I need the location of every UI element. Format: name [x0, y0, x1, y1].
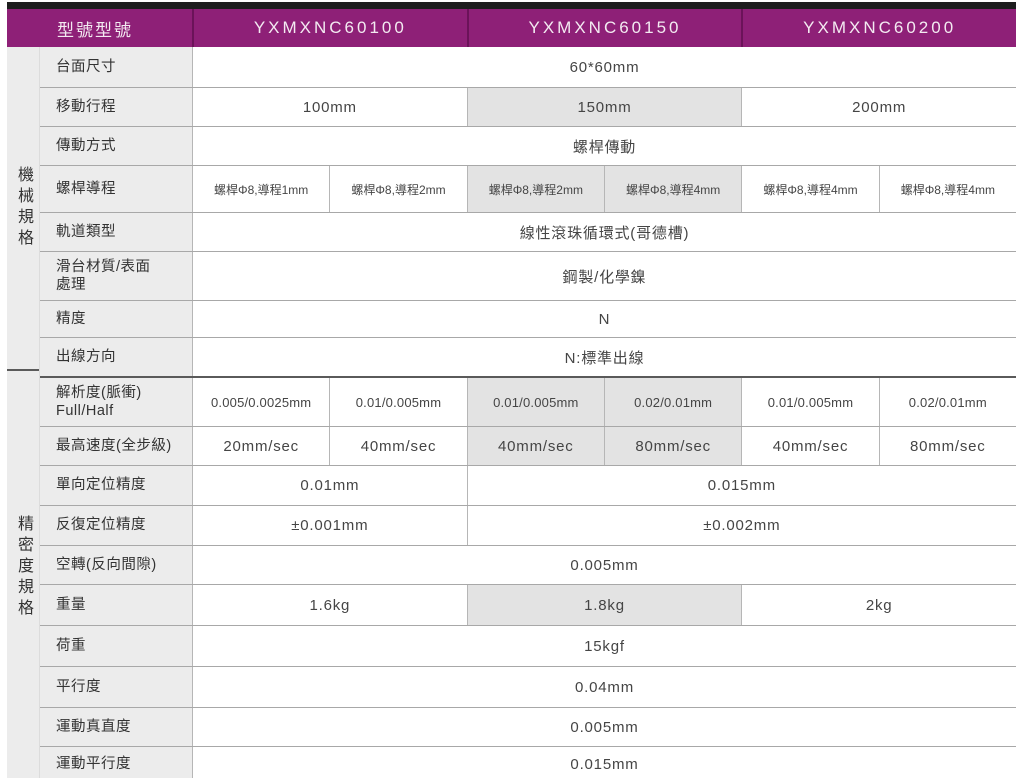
- spec-cell: 0.01/0.005mm: [466, 378, 604, 426]
- spec-cell: 螺桿Φ8,導程2mm: [329, 166, 466, 212]
- row-label: 傳動方式: [40, 127, 192, 165]
- spec-cell: 鋼製/化學鎳: [192, 252, 1016, 300]
- table-row: 移動行程 100mm 150mm 200mm: [40, 87, 1016, 126]
- row-label: 運動平行度: [40, 747, 192, 778]
- spec-cell: 0.015mm: [192, 747, 1016, 778]
- spec-rows: 台面尺寸 60*60mm 移動行程 100mm 150mm 200mm 傳動方式 螺桿傳動 螺桿…: [40, 47, 1016, 778]
- spec-cell: 40mm/sec: [741, 427, 878, 465]
- spec-cell: 0.005mm: [192, 546, 1016, 584]
- table-header: 型號型號 YXMXNC60100 YXMXNC60150 YXMXNC60200: [7, 9, 1016, 47]
- spec-cell: 螺桿Φ8,導程4mm: [878, 166, 1016, 212]
- table-row: 運動真直度 0.005mm: [40, 707, 1016, 746]
- table-row: 精度 N: [40, 300, 1016, 337]
- table-row: 荷重 15kgf: [40, 625, 1016, 666]
- table-row: 平行度 0.04mm: [40, 666, 1016, 707]
- row-label: 空轉(反向間隙): [40, 546, 192, 584]
- table-row: 運動平行度 0.015mm: [40, 746, 1016, 778]
- row-label: 滑台材質/表面 處理: [40, 252, 192, 300]
- spec-cell: ±0.001mm: [192, 506, 467, 545]
- spec-cell: N:標準出線: [192, 338, 1016, 376]
- row-label: 運動真直度: [40, 708, 192, 746]
- table-row: 最高速度(全步級) 20mm/sec 40mm/sec 40mm/sec 80mm/se…: [40, 426, 1016, 465]
- table-row: 單向定位精度 0.01mm 0.015mm: [40, 465, 1016, 505]
- spec-cell: 200mm: [741, 88, 1016, 126]
- spec-cell: 0.01/0.005mm: [741, 378, 878, 426]
- row-label: 螺桿導程: [40, 166, 192, 212]
- group-label-mechanical-text: 機械規格: [15, 166, 32, 250]
- spec-cell: 0.04mm: [192, 667, 1016, 707]
- header-model-yxmxnc60150: YXMXNC60150: [466, 9, 742, 47]
- spec-cell: 15kgf: [192, 626, 1016, 666]
- row-label: 荷重: [40, 626, 192, 666]
- spec-cell: 0.005mm: [192, 708, 1016, 746]
- group-strip: 機械規格 精密度規格: [7, 47, 40, 778]
- row-label: 移動行程: [40, 88, 192, 126]
- spec-cell: 螺桿Φ8,導程1mm: [192, 166, 329, 212]
- spec-cell: 40mm/sec: [329, 427, 466, 465]
- table-row: 滑台材質/表面 處理 鋼製/化學鎳: [40, 251, 1016, 300]
- spec-cell: 螺桿傳動: [192, 127, 1016, 165]
- group-label-precision: 精密度規格: [7, 369, 39, 763]
- spec-cell: 40mm/sec: [466, 427, 604, 465]
- spec-cell: 80mm/sec: [878, 427, 1016, 465]
- header-model-yxmxnc60100: YXMXNC60100: [192, 9, 467, 47]
- spec-cell: 0.01mm: [192, 466, 467, 505]
- spec-cell: 80mm/sec: [603, 427, 742, 465]
- table-row: 軌道類型 線性滾珠循環式(哥德槽): [40, 212, 1016, 251]
- spec-cell: 100mm: [192, 88, 467, 126]
- row-label: 出線方向: [40, 338, 192, 376]
- spec-cell: 螺桿Φ8,導程4mm: [741, 166, 878, 212]
- top-border-bar: [7, 2, 1016, 9]
- spec-cell: 1.6kg: [192, 585, 467, 625]
- spec-cell: 線性滾珠循環式(哥德槽): [192, 213, 1016, 251]
- table-body: 機械規格 精密度規格 台面尺寸 60*60mm 移動行程 100mm 150mm 200m…: [7, 47, 1016, 778]
- row-label: 重量: [40, 585, 192, 625]
- table-row: 反復定位精度 ±0.001mm ±0.002mm: [40, 505, 1016, 545]
- row-label: 單向定位精度: [40, 466, 192, 505]
- spec-cell: 20mm/sec: [192, 427, 329, 465]
- spec-cell: 150mm: [466, 88, 742, 126]
- spec-cell: ±0.002mm: [466, 506, 1016, 545]
- spec-cell: 1.8kg: [466, 585, 742, 625]
- row-label: 精度: [40, 301, 192, 337]
- spec-cell: 0.02/0.01mm: [603, 378, 742, 426]
- table-row: 重量 1.6kg 1.8kg 2kg: [40, 584, 1016, 625]
- spec-cell: N: [192, 301, 1016, 337]
- row-label: 最高速度(全步級): [40, 427, 192, 465]
- group-label-precision-text: 精密度規格: [15, 514, 32, 620]
- row-label: 反復定位精度: [40, 506, 192, 545]
- row-label: 平行度: [40, 667, 192, 707]
- table-row: 出線方向 N:標準出線: [40, 337, 1016, 376]
- row-label: 台面尺寸: [40, 47, 192, 87]
- spec-cell: 0.02/0.01mm: [878, 378, 1016, 426]
- group-label-mechanical: 機械規格: [7, 47, 39, 369]
- table-row: 傳動方式 螺桿傳動: [40, 126, 1016, 165]
- header-model-yxmxnc60200: YXMXNC60200: [741, 9, 1016, 47]
- spec-cell: 60*60mm: [192, 47, 1016, 87]
- spec-table: 型號型號 YXMXNC60100 YXMXNC60150 YXMXNC60200…: [7, 2, 1016, 778]
- spec-cell: 0.015mm: [466, 466, 1016, 505]
- spec-cell: 0.005/0.0025mm: [192, 378, 329, 426]
- table-row: 螺桿導程 螺桿Φ8,導程1mm 螺桿Φ8,導程2mm 螺桿Φ8,導程2mm 螺桿Φ8,導…: [40, 165, 1016, 212]
- spec-cell: 螺桿Φ8,導程2mm: [466, 166, 604, 212]
- header-model-label: 型號型號: [57, 20, 133, 40]
- table-row: 台面尺寸 60*60mm: [40, 47, 1016, 87]
- table-row: 空轉(反向間隙) 0.005mm: [40, 545, 1016, 584]
- row-label: 軌道類型: [40, 213, 192, 251]
- row-label: 解析度(脈衝) Full/Half: [40, 378, 192, 426]
- spec-cell: 2kg: [741, 585, 1016, 625]
- spec-cell: 螺桿Φ8,導程4mm: [603, 166, 742, 212]
- table-row: 解析度(脈衝) Full/Half 0.005/0.0025mm 0.01/0.005…: [40, 376, 1016, 426]
- spec-cell: 0.01/0.005mm: [329, 378, 466, 426]
